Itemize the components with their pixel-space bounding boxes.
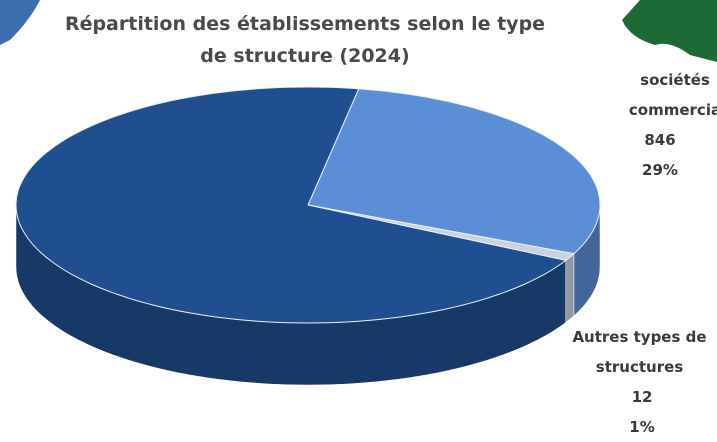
count-label: 846 — [644, 131, 676, 149]
map-fragment — [0, 0, 40, 45]
category-label: sociétés commercia — [628, 71, 717, 119]
category-label: Autres types de structures — [572, 328, 707, 376]
count-label: 12 — [631, 388, 653, 406]
percent-label: 1% — [629, 418, 655, 436]
slice — [307, 88, 601, 255]
slice — [15, 86, 567, 324]
slice-label: sociétés commercia 846 29% — [590, 65, 717, 185]
slice-side — [565, 253, 575, 323]
map-fragment — [622, 0, 717, 62]
pie — [15, 86, 601, 386]
slice-label: Autres types de structures 12 1% — [562, 322, 717, 442]
chart-title: Répartition des établissements selon le … — [64, 13, 546, 67]
percent-label: 29% — [642, 161, 678, 179]
